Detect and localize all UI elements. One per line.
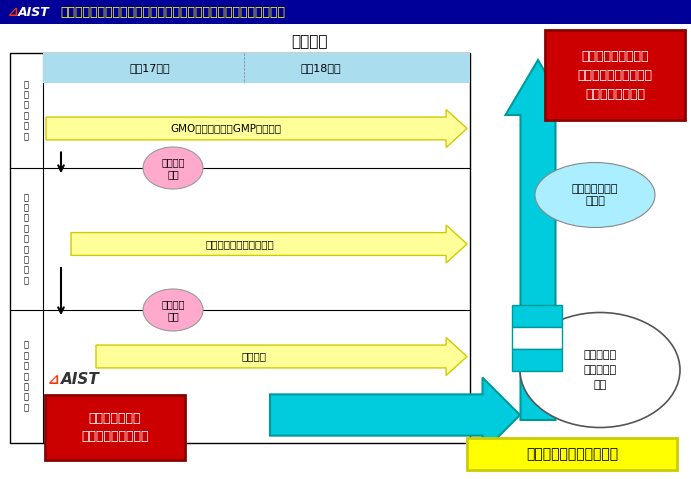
Text: AIST: AIST — [18, 5, 50, 19]
Text: ⊿: ⊿ — [48, 373, 59, 387]
Text: 医
薬
品
製
造
技
術: 医 薬 品 製 造 技 術 — [24, 341, 29, 412]
Text: 医薬製剤原料等
の生産: 医薬製剤原料等 の生産 — [572, 184, 618, 206]
Text: ナショナルプロジェクト: ナショナルプロジェクト — [526, 447, 618, 461]
Text: 企業・大学
と集中研究
体制: 企業・大学 と集中研究 体制 — [583, 350, 616, 390]
Text: AIST: AIST — [61, 373, 100, 388]
Ellipse shape — [520, 312, 680, 427]
Text: 組
換
え
植
物
育
成
技
術: 組 換 え 植 物 育 成 技 術 — [24, 193, 29, 285]
Text: 実証試験: 実証試験 — [241, 352, 266, 362]
Bar — [467, 438, 677, 470]
Text: 研究計画: 研究計画 — [292, 34, 328, 49]
Polygon shape — [71, 225, 467, 263]
Ellipse shape — [535, 162, 655, 228]
Text: 平成18年度: 平成18年度 — [300, 63, 341, 73]
Bar — [512, 305, 562, 327]
Bar — [10, 53, 470, 443]
Bar — [0, 0, 691, 24]
Bar — [43, 53, 470, 83]
Ellipse shape — [143, 289, 203, 331]
Bar — [545, 30, 685, 120]
Text: ⊿: ⊿ — [8, 5, 19, 19]
Text: GMO封じ込め　　GMP基準対応: GMO封じ込め GMP基準対応 — [171, 124, 281, 134]
Bar — [512, 327, 562, 349]
Ellipse shape — [143, 147, 203, 189]
Text: 平成17年度: 平成17年度 — [129, 63, 170, 73]
Text: 植物機能を活用した
ものづくり産業の創出
（産総研モデル）: 植物機能を活用した ものづくり産業の創出 （産総研モデル） — [578, 49, 652, 101]
Text: 産総研産業変革
研究イニシアティブ: 産総研産業変革 研究イニシアティブ — [82, 412, 149, 443]
Text: 企業資金
導入: 企業資金 導入 — [161, 157, 184, 179]
Polygon shape — [270, 377, 520, 453]
Text: 植
物
工
場
施
設: 植 物 工 場 施 設 — [24, 80, 29, 141]
Text: 企業資金
導入: 企業資金 導入 — [161, 299, 184, 321]
Polygon shape — [46, 110, 467, 148]
Text: 人工環境下での育成技術: 人工環境下での育成技術 — [205, 239, 274, 249]
Polygon shape — [96, 338, 467, 376]
Bar — [512, 349, 562, 371]
Polygon shape — [506, 60, 571, 420]
Bar — [45, 395, 185, 460]
Text: 「医薬製剤原料生産のための密閉型組換え植物工場の開発」（２）: 「医薬製剤原料生産のための密閉型組換え植物工場の開発」（２） — [60, 5, 285, 19]
